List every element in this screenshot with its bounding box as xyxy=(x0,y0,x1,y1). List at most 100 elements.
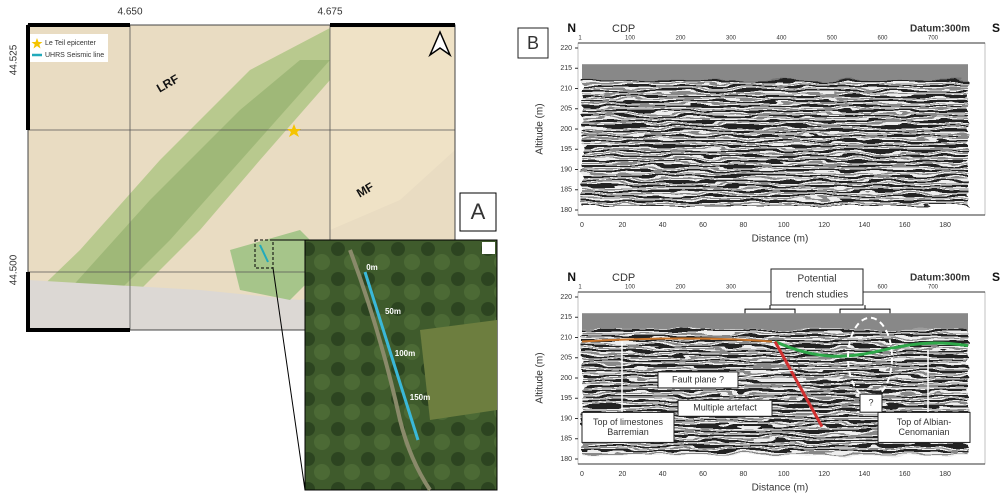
inset-marker xyxy=(254,239,274,269)
annotation: Potential xyxy=(798,274,837,285)
left-label: N xyxy=(567,21,576,35)
annotation: Top of Albian- xyxy=(897,417,952,427)
y-tick-label: 190 xyxy=(560,166,572,173)
pointer xyxy=(737,369,796,379)
cdp-label: CDP xyxy=(612,23,635,35)
y-tick-label: 195 xyxy=(560,146,572,153)
seismic-line xyxy=(363,271,420,441)
north-icon xyxy=(482,242,495,254)
distance-label: 50m xyxy=(385,307,401,316)
cdp-tick-label: 700 xyxy=(928,36,939,42)
y-tick-label: 215 xyxy=(560,314,572,321)
x-tick-label: 120 xyxy=(818,222,830,229)
y-tick-label: 180 xyxy=(560,456,572,463)
annotation: Barremian xyxy=(607,427,649,437)
annotation: Fault plane ? xyxy=(672,374,724,384)
y-tick-label: 210 xyxy=(560,85,572,92)
right-label: S xyxy=(992,270,1000,284)
legend-label: Le Teil epicenter xyxy=(45,40,97,47)
annotation: trench studies xyxy=(786,290,848,301)
x-tick-label: 140 xyxy=(859,222,871,229)
cdp-label: CDP xyxy=(612,272,635,284)
horizon xyxy=(581,337,773,343)
mute-zone xyxy=(582,64,968,85)
annotation: Top of limestones xyxy=(593,417,664,427)
x-tick-label: 60 xyxy=(699,222,707,229)
map-border xyxy=(26,23,455,332)
annotation-box xyxy=(677,399,773,417)
map-frame xyxy=(27,24,456,331)
x-tick-label: 100 xyxy=(778,471,790,478)
x-tick-label: 0 xyxy=(580,471,584,478)
x-tick-label: 80 xyxy=(739,471,747,478)
y-tick-label: 200 xyxy=(560,126,572,133)
datum-label: Datum:300m xyxy=(910,273,970,284)
map-panel: Le Teil epicenter UHRS Seismic line LRF … xyxy=(26,23,497,491)
panel-box xyxy=(459,192,497,232)
seismic-section xyxy=(582,80,968,206)
fault-trace xyxy=(773,340,824,428)
horizon xyxy=(774,340,969,358)
bracket xyxy=(744,305,891,314)
x-tick-label: 40 xyxy=(659,471,667,478)
lon-tick-label: 4.650 xyxy=(117,7,142,18)
distance-label: 0m xyxy=(366,263,378,272)
epicenter-star xyxy=(287,124,301,137)
cdp-tick-label: 100 xyxy=(625,285,636,291)
cdp-tick-label: 1 xyxy=(578,285,582,291)
distance-label: 150m xyxy=(410,393,430,402)
y-tick-label: 205 xyxy=(560,355,572,362)
annotation-box xyxy=(657,371,739,389)
x-axis-label: Distance (m) xyxy=(752,234,809,245)
y-tick-label: 210 xyxy=(560,334,572,341)
annotation-box xyxy=(859,393,883,413)
cdp-tick-label: 200 xyxy=(675,285,686,291)
x-tick-label: 60 xyxy=(699,471,707,478)
x-tick-label: 80 xyxy=(739,222,747,229)
y-tick-label: 190 xyxy=(560,415,572,422)
panel-box xyxy=(517,27,549,59)
x-tick-label: 120 xyxy=(818,471,830,478)
field xyxy=(420,320,497,420)
north-arrow xyxy=(428,30,452,58)
y-tick-label: 185 xyxy=(560,436,572,443)
y-axis-label: Altitude (m) xyxy=(535,352,546,403)
x-tick-label: 160 xyxy=(899,222,911,229)
annotation: Cenomanian xyxy=(898,427,949,437)
road xyxy=(348,249,432,492)
y-tick-label: 220 xyxy=(560,45,572,52)
annotation-box xyxy=(770,268,864,306)
y-tick-label: 200 xyxy=(560,375,572,382)
datum-label: Datum:300m xyxy=(910,24,970,35)
left-label: N xyxy=(567,270,576,284)
y-tick-label: 195 xyxy=(560,395,572,402)
annotation: Multiple artefact xyxy=(693,403,757,413)
inset-connector xyxy=(272,267,306,491)
x-tick-label: 20 xyxy=(618,471,626,478)
cdp-tick-label: 700 xyxy=(928,285,939,291)
cdp-tick-label: 400 xyxy=(776,36,787,42)
x-tick-label: 0 xyxy=(580,222,584,229)
x-tick-label: 100 xyxy=(778,222,790,229)
y-tick-label: 185 xyxy=(560,187,572,194)
cdp-tick-label: 200 xyxy=(675,36,686,42)
x-tick-label: 180 xyxy=(939,222,951,229)
annotation-box xyxy=(581,411,675,443)
panel-label: B xyxy=(527,33,539,53)
y-tick-label: 180 xyxy=(560,207,572,214)
cdp-tick-label: 300 xyxy=(726,285,737,291)
cdp-tick-label: 100 xyxy=(625,36,636,42)
inset-photo xyxy=(304,239,498,492)
y-tick-label: 220 xyxy=(560,294,572,301)
cdp-tick-label: 600 xyxy=(877,36,888,42)
x-tick-label: 180 xyxy=(939,471,951,478)
geology-zone xyxy=(60,60,330,300)
x-tick-label: 140 xyxy=(859,471,871,478)
lat-tick-label: 44.525 xyxy=(9,44,20,75)
y-tick-label: 205 xyxy=(560,106,572,113)
trench-outline xyxy=(847,316,893,399)
seismic-line xyxy=(259,244,269,263)
geology-zone xyxy=(330,28,455,230)
y-axis-label: Altitude (m) xyxy=(535,103,546,154)
